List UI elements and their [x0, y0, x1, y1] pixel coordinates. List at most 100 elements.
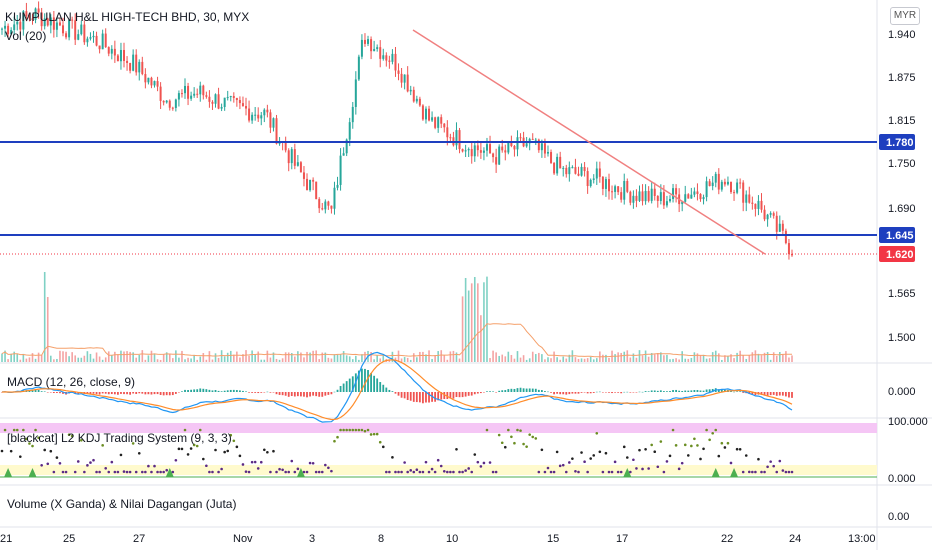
- kd-dot: [607, 470, 611, 474]
- kd-dot: [327, 466, 330, 470]
- volume-bar: [278, 359, 281, 362]
- kd-dot: [479, 465, 483, 468]
- macd-bar: [309, 392, 311, 397]
- trendline[interactable]: [412, 29, 766, 255]
- kd-dot: [531, 435, 535, 439]
- kd-dot: [116, 470, 120, 474]
- macd-bar: [400, 392, 403, 398]
- candle: [791, 249, 793, 257]
- kd-dot: [683, 443, 687, 447]
- kd-dot: [595, 431, 599, 435]
- volume-bar: [592, 359, 595, 362]
- candle: [251, 112, 254, 124]
- macd-bar: [534, 388, 537, 392]
- kd-dot: [757, 457, 760, 461]
- macd-bar: [28, 390, 31, 392]
- macd-bar: [306, 392, 308, 398]
- volume-legend[interactable]: Vol (20): [5, 29, 46, 43]
- candle: [370, 36, 373, 60]
- candle: [617, 186, 620, 196]
- macd-bar: [318, 392, 321, 397]
- macd-bar: [492, 391, 494, 392]
- kd-dot: [208, 470, 211, 474]
- volume-bar: [547, 357, 549, 362]
- symbol-title[interactable]: KUMPULAN H&L HIGH-TECH BHD, 30, MYX: [5, 10, 249, 24]
- candle: [784, 228, 787, 245]
- volume-bar: [123, 351, 125, 362]
- candle: [699, 193, 702, 202]
- volx-tick: 0.00: [888, 511, 909, 523]
- kd-dot: [214, 448, 217, 452]
- kd-dot: [89, 461, 92, 464]
- volume-bar: [477, 283, 479, 362]
- volume-bar: [373, 359, 375, 362]
- kd-dot: [690, 444, 693, 448]
- kd-dot: [95, 470, 98, 474]
- kd-dot: [40, 463, 43, 467]
- kd-legend[interactable]: [blackcat] L2 KDJ Trading System (9, 3, …: [7, 431, 232, 445]
- macd-bar: [357, 370, 360, 392]
- candle: [287, 148, 290, 172]
- volume-bar: [556, 357, 558, 362]
- candle: [489, 135, 492, 154]
- kd-dot: [250, 460, 254, 464]
- kd-dot: [610, 470, 614, 474]
- kd-dot: [738, 447, 742, 451]
- kd-dot: [561, 463, 565, 467]
- volume-bar: [342, 351, 345, 362]
- macd-bar: [208, 389, 211, 392]
- macd-bar: [178, 392, 180, 393]
- macd-bar: [214, 390, 217, 392]
- candle: [68, 19, 71, 41]
- macd-bar: [232, 389, 235, 392]
- macd-bar: [513, 388, 516, 392]
- volume-bar: [251, 350, 253, 362]
- kd-dot: [494, 470, 498, 474]
- candle: [104, 28, 107, 48]
- candle: [418, 96, 421, 107]
- kd-dot: [333, 439, 336, 443]
- kd-dot: [778, 459, 782, 463]
- candle: [623, 173, 626, 205]
- kd-dot: [714, 428, 718, 432]
- kd-dot: [693, 437, 696, 441]
- volume-bar: [562, 356, 565, 362]
- macd-bar: [138, 392, 141, 394]
- candle: [150, 76, 153, 89]
- time-tick: Nov: [233, 533, 253, 545]
- macd-bar: [605, 392, 607, 393]
- candle: [562, 165, 565, 177]
- kd-dot: [555, 450, 559, 454]
- macd-bar: [242, 390, 244, 392]
- macd-bar: [132, 392, 135, 394]
- volume-bar: [492, 350, 494, 362]
- candle: [302, 166, 305, 187]
- macd-bar: [653, 390, 656, 392]
- volume-bar: [501, 354, 504, 362]
- volume-bar: [757, 353, 760, 362]
- macd-bar: [687, 390, 690, 392]
- kd-dot: [503, 445, 507, 449]
- kd-dot: [598, 450, 602, 454]
- macd-bar: [781, 392, 784, 396]
- volx-legend[interactable]: Volume (X Ganda) & Nilai Dagangan (Juta): [7, 497, 236, 511]
- candle: [638, 185, 641, 203]
- candle: [187, 82, 190, 106]
- candle: [400, 67, 403, 88]
- macd-bar: [501, 390, 504, 392]
- volume-bar: [68, 356, 70, 362]
- currency-button[interactable]: MYR: [890, 7, 920, 25]
- candle: [641, 184, 644, 206]
- macd-legend[interactable]: MACD (12, 26, close, 9): [7, 375, 135, 389]
- macd-bar: [31, 390, 34, 392]
- volume-bar: [693, 352, 696, 362]
- volume-bar: [513, 358, 516, 362]
- volume-bar: [324, 352, 327, 362]
- volume-bar: [114, 351, 116, 362]
- candle: [123, 42, 126, 68]
- macd-bar: [220, 391, 223, 392]
- kd-dot: [266, 450, 269, 454]
- candle: [437, 116, 440, 133]
